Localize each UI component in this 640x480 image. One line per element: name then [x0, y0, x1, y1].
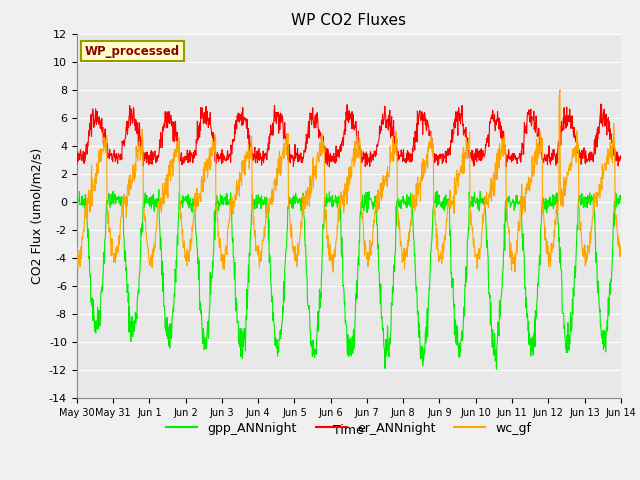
Legend: gpp_ANNnight, er_ANNnight, wc_gf: gpp_ANNnight, er_ANNnight, wc_gf	[161, 417, 536, 440]
Text: WP_processed: WP_processed	[85, 45, 180, 58]
Y-axis label: CO2 Flux (umol/m2/s): CO2 Flux (umol/m2/s)	[30, 148, 44, 284]
X-axis label: Time: Time	[333, 424, 364, 437]
Title: WP CO2 Fluxes: WP CO2 Fluxes	[291, 13, 406, 28]
